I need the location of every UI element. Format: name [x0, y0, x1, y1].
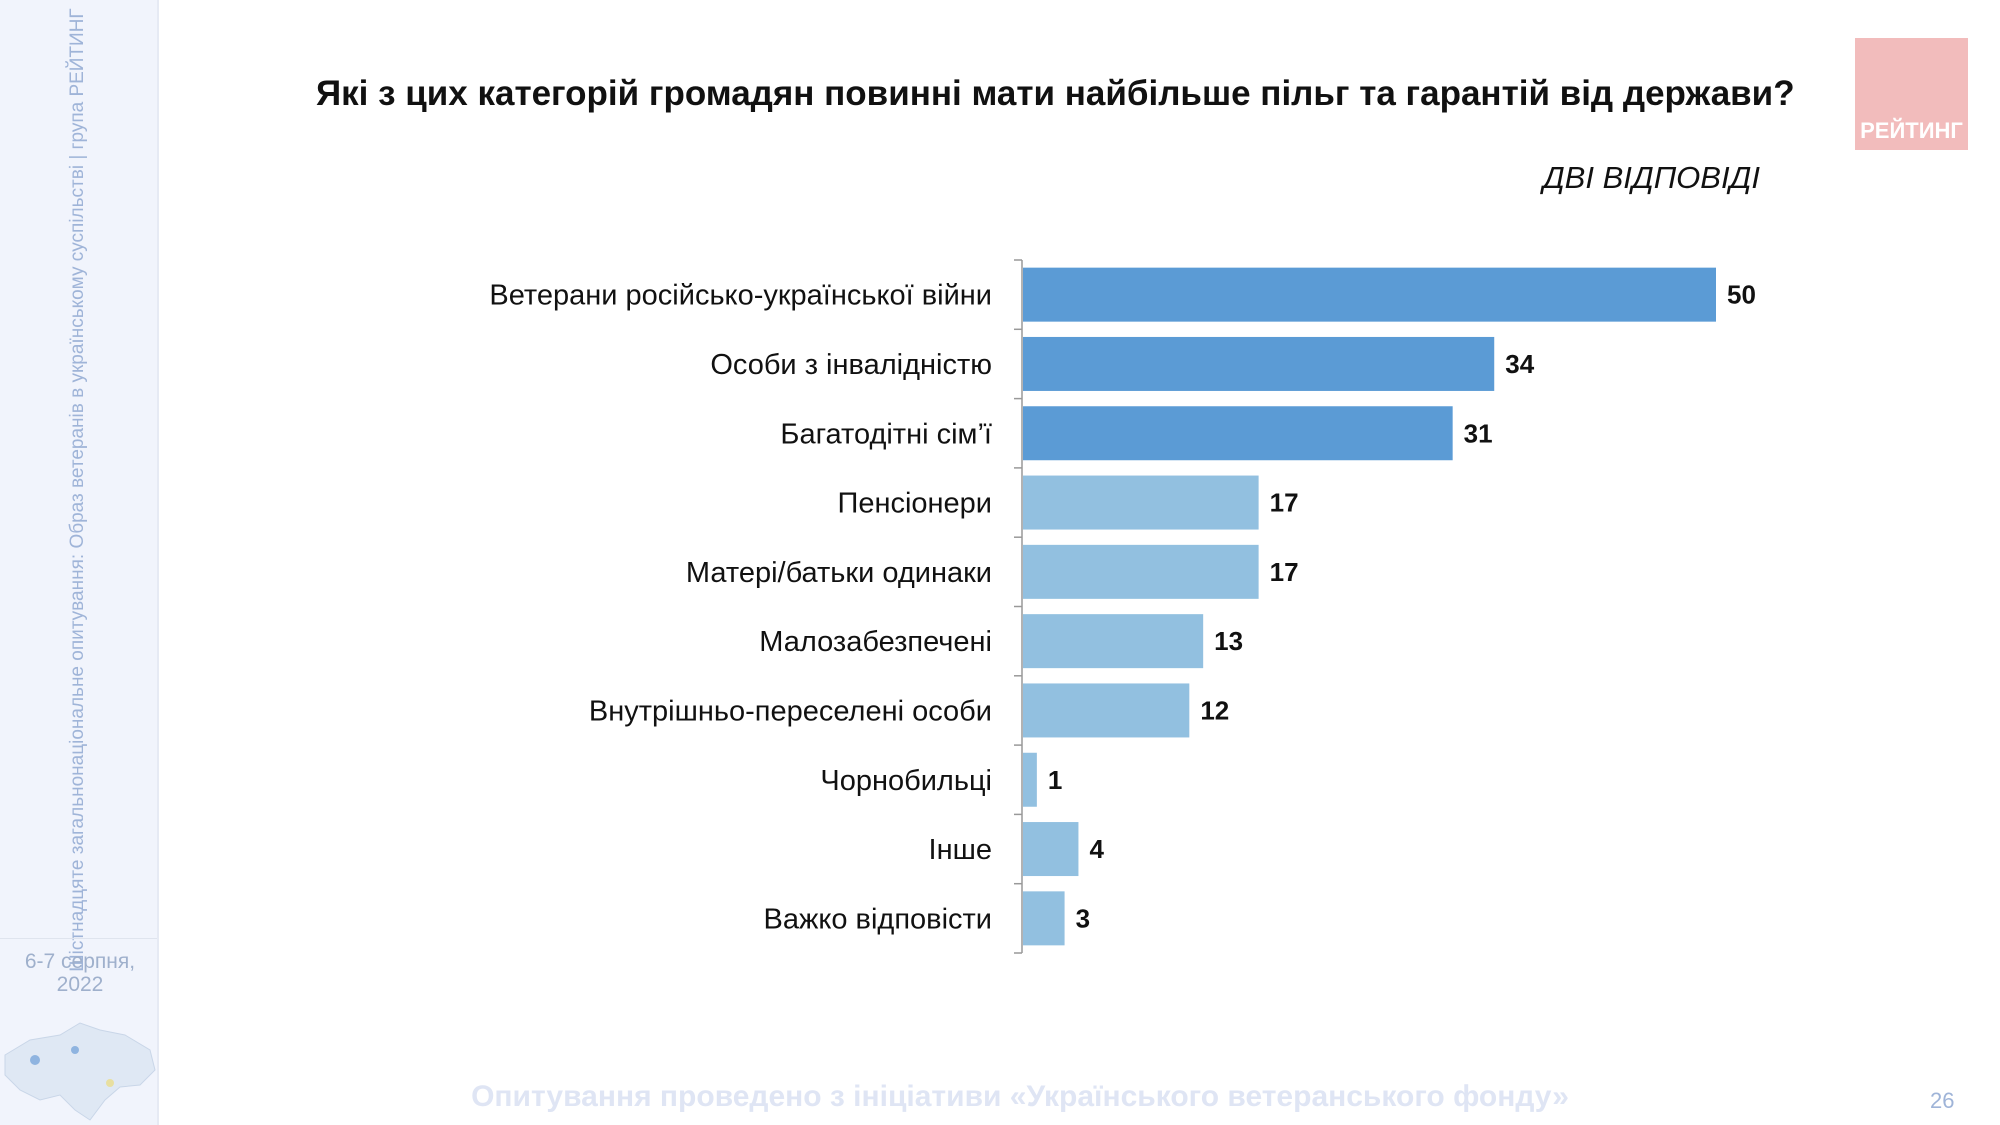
page-number: 26 [1930, 1088, 1955, 1113]
data-label: 3 [1076, 903, 1090, 933]
chart-subtitle: ДВІ ВІДПОВІДІ [1542, 160, 1760, 195]
data-label: 50 [1727, 280, 1756, 310]
bar [1023, 822, 1079, 877]
bar [1023, 891, 1065, 946]
data-label: 1 [1048, 765, 1062, 795]
category-label: Малозабезпечені [759, 626, 992, 658]
data-label: 12 [1200, 695, 1229, 725]
category-label: Особи з інвалідністю [710, 349, 992, 381]
sidebar-divider [0, 938, 157, 939]
data-label: 31 [1464, 418, 1493, 448]
bar [1023, 336, 1495, 391]
category-label: Пенсіонери [837, 488, 992, 520]
data-label: 34 [1505, 349, 1534, 379]
category-label: Інше [929, 834, 992, 866]
rating-logo: РЕЙТИНГ [1855, 38, 1968, 150]
bar [1023, 683, 1190, 738]
bar [1023, 406, 1453, 461]
category-label: Важко відповісти [763, 903, 992, 935]
survey-date: 6-7 серпня, 2022 [0, 950, 160, 996]
bar [1023, 614, 1204, 669]
category-label: Внутрішньо-переселені особи [589, 695, 992, 727]
bar [1023, 752, 1037, 807]
category-label: Багатодітні сім’ї [780, 418, 992, 450]
date-year: 2022 [56, 973, 104, 996]
data-label: 17 [1270, 557, 1299, 587]
data-label: 13 [1214, 626, 1243, 656]
data-label: 17 [1270, 488, 1299, 518]
bar [1023, 475, 1259, 530]
sidebar: Шістнадцяте загальнонаціональне опитуван… [0, 0, 159, 1125]
bar [1023, 267, 1716, 322]
category-label: Матері/батьки одинаки [686, 557, 992, 589]
bar [1023, 544, 1259, 599]
chart-title: Які з цих категорій громадян повинні мат… [316, 74, 1795, 113]
ukraine-map-icon [4, 1022, 156, 1121]
footer-note: Опитування проведено з ініціативи «Украї… [471, 1080, 1569, 1113]
date-line: 6-7 серпня, [24, 950, 136, 973]
category-label: Ветерани російсько-української війни [489, 280, 992, 312]
logo-text: РЕЙТИНГ [1860, 118, 1963, 143]
category-label: Чорнобильці [820, 765, 992, 797]
data-label: 4 [1089, 834, 1104, 864]
